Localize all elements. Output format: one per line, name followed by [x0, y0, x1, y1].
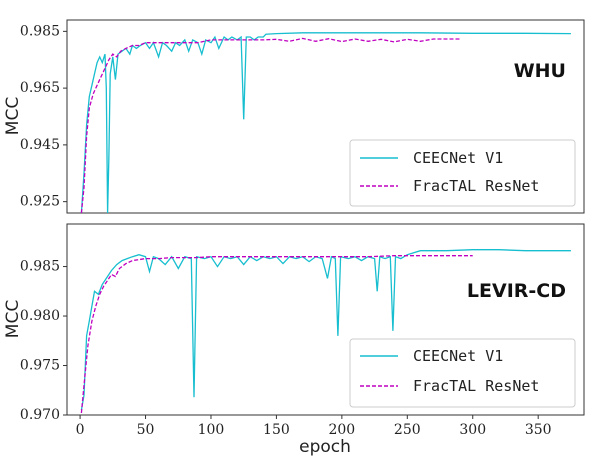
x-tick: 0 — [76, 415, 85, 438]
y-tick-label: 0.985 — [20, 259, 60, 275]
y-tick-label: 0.975 — [20, 358, 60, 374]
x-axis-label: epoch — [299, 437, 351, 457]
series-line-fractal-resnet — [80, 37, 460, 214]
legend-label-ceecnet-v1: CEECNet V1 — [413, 347, 503, 365]
series-line-ceecnet-v1 — [80, 32, 571, 214]
x-tick-label: 300 — [459, 422, 486, 438]
x-tick-label: 200 — [328, 422, 355, 438]
y-axis-ticks: 0.925 0.945 0.965 0.985 — [20, 23, 67, 210]
x-tick: 150 — [263, 415, 290, 438]
x-tick-label: 0 — [76, 422, 85, 438]
y-tick: 0.980 — [20, 308, 67, 324]
legend: CEECNet V1 FracTAL ResNet — [349, 139, 576, 207]
legend-label-ceecnet-v1: CEECNet V1 — [413, 149, 503, 167]
chart-panel-whu: 0.925 0.945 0.965 0.985 MCC WHU CEECNe — [3, 19, 585, 214]
x-tick-label: 350 — [525, 422, 552, 438]
y-tick-label: 0.925 — [20, 194, 60, 210]
plot-frame — [66, 19, 585, 214]
legend-label-fractal-resnet: FracTAL ResNet — [413, 177, 539, 195]
chart-panel-levir-cd: 0.970 0.975 0.980 0.985 0 50 100 150 200… — [3, 223, 585, 457]
x-tick-label: 150 — [263, 422, 290, 438]
x-tick-label: 100 — [198, 422, 225, 438]
y-tick-label: 0.980 — [20, 308, 60, 324]
series-line-fractal-resnet — [80, 255, 473, 414]
y-axis-ticks: 0.970 0.975 0.980 0.985 — [20, 259, 67, 423]
x-tick-label: 250 — [394, 422, 421, 438]
x-tick: 350 — [525, 415, 552, 438]
legend-box — [349, 338, 576, 408]
y-tick-label: 0.985 — [20, 23, 60, 39]
legend-box — [349, 139, 576, 207]
y-tick: 0.925 — [20, 194, 67, 210]
series-lines — [80, 32, 571, 214]
y-tick-label: 0.945 — [20, 137, 60, 153]
x-tick: 250 — [394, 415, 421, 438]
y-tick: 0.945 — [20, 137, 67, 153]
y-tick: 0.970 — [20, 407, 67, 423]
y-tick-label: 0.965 — [20, 80, 60, 96]
y-axis-label: MCC — [3, 97, 23, 135]
x-tick-label: 50 — [137, 422, 155, 438]
series-line-ceecnet-v1 — [80, 249, 571, 411]
x-tick: 50 — [137, 415, 155, 438]
x-tick: 300 — [459, 415, 486, 438]
x-tick: 200 — [328, 415, 355, 438]
y-tick: 0.985 — [20, 23, 67, 39]
y-tick: 0.965 — [20, 80, 67, 96]
legend-label-fractal-resnet: FracTAL ResNet — [413, 377, 539, 395]
series-lines — [80, 249, 571, 414]
x-axis-ticks: 0 50 100 150 200 250 300 350 — [76, 415, 552, 438]
panel-label: WHU — [514, 60, 566, 82]
y-tick-label: 0.970 — [20, 407, 60, 423]
legend: CEECNet V1 FracTAL ResNet — [349, 338, 576, 408]
y-axis-label: MCC — [3, 300, 23, 338]
y-tick: 0.975 — [20, 358, 67, 374]
x-tick: 100 — [198, 415, 225, 438]
panel-label: LEVIR-CD — [467, 280, 566, 302]
y-tick: 0.985 — [20, 259, 67, 275]
plot-frame — [66, 223, 585, 416]
